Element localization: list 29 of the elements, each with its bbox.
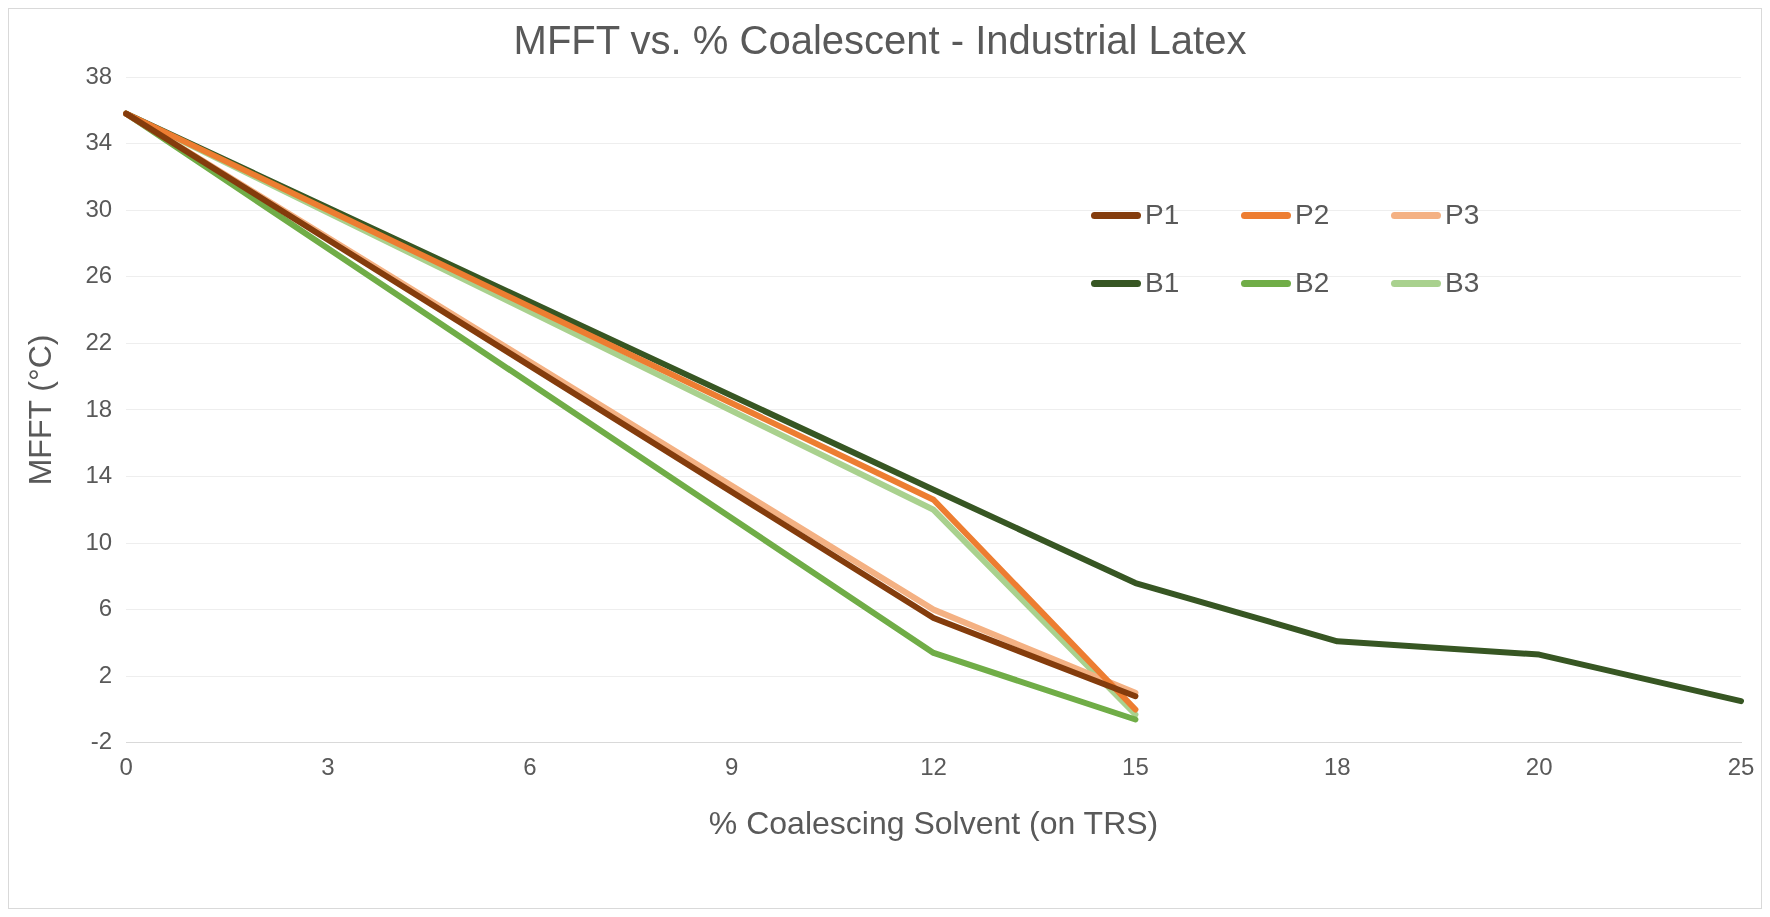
x-tick-label: 15: [1122, 752, 1149, 780]
x-tick-label: 12: [920, 752, 947, 780]
y-tick-label: 18: [85, 394, 113, 422]
x-tick-label: 6: [523, 752, 537, 780]
x-tick-label: 25: [1727, 752, 1755, 780]
y-tick-label: 6: [98, 594, 113, 622]
y-tick-label: 26: [85, 261, 113, 289]
legend-label: P3: [1445, 199, 1480, 231]
x-tick-label: 0: [119, 752, 133, 780]
y-tick-label: 34: [85, 128, 113, 156]
x-tick-label: 18: [1323, 752, 1351, 780]
y-tick-label: 10: [85, 527, 113, 555]
y-axis-title: MFFT (°C): [22, 334, 59, 486]
legend-label: B2: [1295, 267, 1330, 299]
chart-title: MFFT vs. % Coalescent - Industrial Latex: [513, 18, 1247, 63]
y-tick-label: 2: [98, 660, 113, 688]
y-tick-label: 14: [85, 461, 113, 489]
legend-label: P1: [1145, 199, 1180, 231]
x-axis-title: % Coalescing Solvent (on TRS): [708, 804, 1159, 841]
y-tick-label: 30: [85, 194, 113, 222]
y-tick-label: -2: [90, 727, 113, 755]
y-tick-label: 22: [85, 327, 113, 355]
x-tick-label: 3: [321, 752, 335, 780]
legend-label: B1: [1145, 267, 1180, 299]
y-tick-label: 38: [85, 61, 113, 89]
legend-label: B3: [1445, 267, 1480, 299]
x-tick-label: 9: [725, 752, 739, 780]
x-tick-label: 20: [1525, 752, 1553, 780]
legend-label: P2: [1295, 199, 1330, 231]
